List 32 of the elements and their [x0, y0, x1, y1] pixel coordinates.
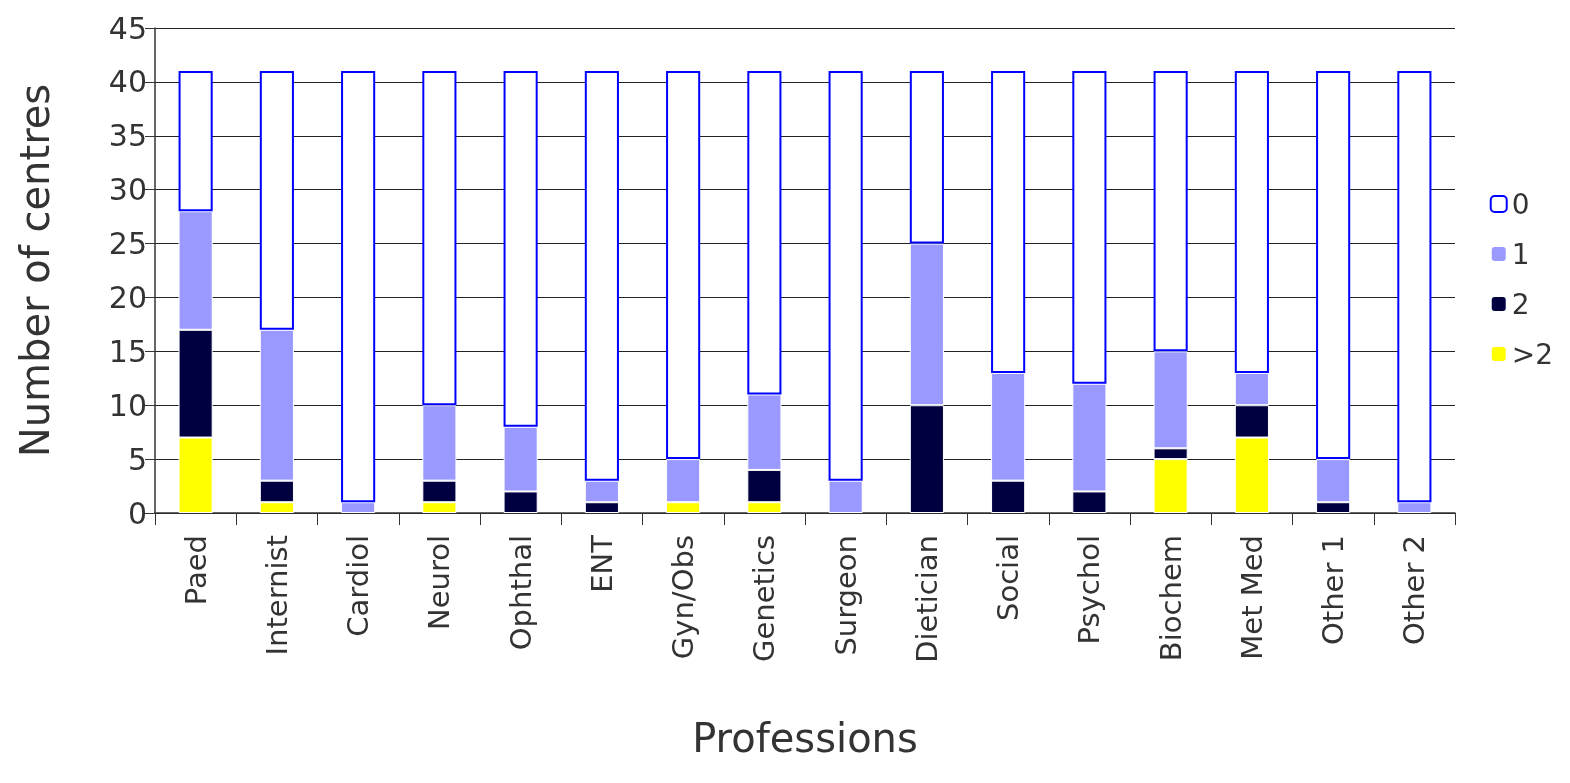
y-axis-title: Number of centres	[12, 83, 58, 458]
x-tick-label: Ophthal	[503, 535, 538, 651]
x-tick-label: Neurol	[422, 535, 457, 631]
x-tick-label: Paed	[178, 535, 213, 606]
y-tick-label: 40	[108, 64, 147, 100]
y-tick-label: 20	[108, 279, 147, 315]
y-tick-label: 15	[108, 333, 147, 369]
legend-label: >2	[1511, 337, 1554, 371]
x-tick-label: Psychol	[1072, 535, 1107, 645]
y-tick-label: 0	[127, 495, 147, 531]
y-tick-label: 45	[108, 10, 147, 46]
x-tick-label: Gyn/Obs	[666, 535, 701, 660]
x-tick-label: ENT	[584, 534, 619, 593]
y-tick-label: 25	[108, 226, 147, 262]
y-tick-label: 35	[108, 118, 147, 154]
legend-label: 2	[1511, 287, 1530, 321]
x-tick-label: Biochem	[1153, 535, 1188, 662]
x-axis-title: Professions	[692, 715, 918, 761]
x-tick-label: Met Med	[1234, 535, 1269, 660]
x-tick-label: Internist	[259, 535, 294, 656]
x-tick-label: Cardiol	[341, 535, 376, 637]
y-tick-label: 5	[127, 441, 147, 477]
y-tick-label: 30	[108, 172, 147, 208]
x-tick-label: Surgeon	[828, 535, 863, 656]
x-tick-label: Dietician	[909, 535, 944, 663]
x-tick-label: Other 2	[1397, 535, 1432, 646]
x-tick-label: Other 1	[1316, 535, 1351, 646]
legend-label: 1	[1511, 237, 1530, 271]
x-tick-label: Social	[991, 535, 1026, 621]
x-tick-label: Genetics	[747, 535, 782, 663]
legend-label: 0	[1511, 187, 1530, 221]
y-tick-label: 10	[108, 387, 147, 423]
